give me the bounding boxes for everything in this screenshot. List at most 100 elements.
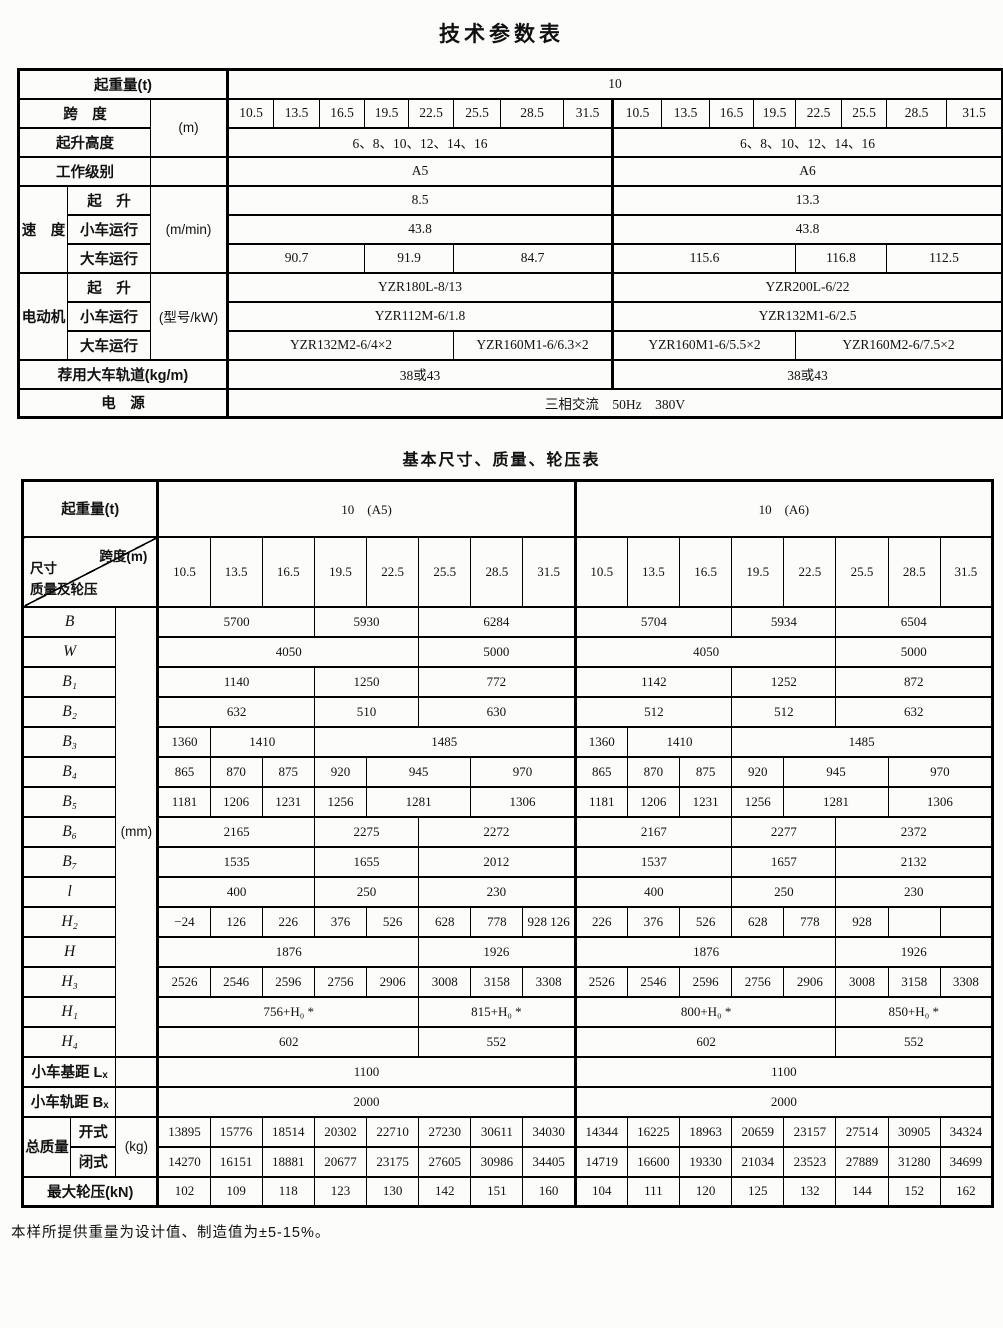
row-label: 总质量 xyxy=(21,1115,72,1178)
data-cell: 5000 xyxy=(835,635,993,668)
data-cell: 1306 xyxy=(470,785,576,818)
data-cell: 756+H₀ * xyxy=(156,995,420,1028)
data-cell: 870 xyxy=(209,755,263,788)
data-cell: 144 xyxy=(835,1175,889,1208)
row-label: 起重量(t) xyxy=(18,68,228,100)
data-cell: 132 xyxy=(783,1175,837,1208)
data-cell: 1181 xyxy=(573,785,628,818)
data-cell: 1485 xyxy=(731,725,993,758)
table-row: B₃ 1360 1410 1485 1360 1410 1485 xyxy=(21,725,993,758)
data-cell: 27889 xyxy=(835,1145,889,1178)
data-cell: 865 xyxy=(156,755,211,788)
data-cell: 91.9 xyxy=(364,242,454,274)
row-label: l xyxy=(21,875,117,908)
span-header-cell: 22.5 xyxy=(366,535,420,608)
data-cell: 2906 xyxy=(366,965,420,998)
data-cell: 1256 xyxy=(313,785,368,818)
data-cell: 28.5 xyxy=(886,97,947,129)
data-cell: 1256 xyxy=(731,785,785,818)
data-cell: 230 xyxy=(418,875,576,908)
data-cell: 31.5 xyxy=(563,97,613,129)
data-cell: 23157 xyxy=(783,1115,837,1148)
data-cell: 38或43 xyxy=(611,358,1003,390)
data-cell: 632 xyxy=(835,695,993,728)
data-cell: 18514 xyxy=(261,1115,315,1148)
table-row: H 1876 1926 1876 1926 xyxy=(21,935,993,968)
row-label: W xyxy=(21,635,117,668)
data-cell: 376 xyxy=(313,905,368,938)
span-header-cell: 19.5 xyxy=(731,535,785,608)
data-cell: 130 xyxy=(366,1175,420,1208)
data-cell: 628 xyxy=(731,905,785,938)
span-header-row: 跨度(m) 尺寸 质量及轮压 10.5 13.5 16.5 19.5 22.5 … xyxy=(21,535,994,608)
data-cell: A6 xyxy=(611,155,1003,187)
data-cell: 104 xyxy=(573,1175,628,1208)
page-title: 技术参数表 xyxy=(439,23,564,46)
row-label: B₇ xyxy=(21,845,117,878)
data-cell: 19.5 xyxy=(364,97,409,129)
table-row: W 4050 5000 4050 5000 xyxy=(21,635,993,668)
data-cell: 875 xyxy=(261,755,315,788)
data-cell: 928 126 xyxy=(522,905,576,938)
data-cell: 1485 xyxy=(313,725,576,758)
data-cell: 8.5 xyxy=(226,184,613,216)
data-cell: 1410 xyxy=(626,725,733,758)
data-cell: 552 xyxy=(835,1025,993,1058)
data-cell: 160 xyxy=(522,1175,576,1208)
data-cell: 526 xyxy=(366,905,420,938)
data-cell: 23175 xyxy=(366,1145,420,1178)
data-cell: 226 xyxy=(573,905,628,938)
data-cell: 27605 xyxy=(418,1145,472,1178)
data-cell: 2596 xyxy=(261,965,315,998)
data-cell: 778 xyxy=(470,905,524,938)
data-cell: 2277 xyxy=(731,815,837,848)
row-label: 起升高度 xyxy=(18,126,151,158)
data-cell: 43.8 xyxy=(226,213,613,245)
row-label: H₄ xyxy=(21,1025,117,1058)
group-a5-header: 10 (A5) xyxy=(156,479,576,538)
data-cell: 6、8、10、12、14、16 xyxy=(226,126,613,158)
data-cell: 5704 xyxy=(573,605,733,638)
data-cell: 13895 xyxy=(156,1115,211,1148)
data-cell: 250 xyxy=(313,875,420,908)
diagonal-top-label: 跨度(m) xyxy=(99,548,148,564)
unit-label: (m/min) xyxy=(150,184,228,274)
row-label: 电动机 xyxy=(18,271,68,361)
data-cell: 1142 xyxy=(573,665,733,698)
data-cell: 38或43 xyxy=(226,358,613,390)
data-cell: 1537 xyxy=(573,845,733,878)
table-row: H₁ 756+H₀ * 815+H₀ * 800+H₀ * 850+H₀ * xyxy=(21,995,993,1028)
data-cell: 602 xyxy=(573,1025,837,1058)
unit-label: (m) xyxy=(150,97,228,158)
data-cell: 630 xyxy=(418,695,576,728)
data-cell: 31280 xyxy=(887,1145,941,1178)
data-cell: 872 xyxy=(835,665,993,698)
row-label: H xyxy=(21,935,117,968)
data-cell: 111 xyxy=(626,1175,681,1208)
span-header-cell: 28.5 xyxy=(887,535,941,608)
data-cell: 970 xyxy=(887,755,994,788)
data-cell: 13.5 xyxy=(273,97,320,129)
footnote: 本样所提供重量为设计值、制造值为±5-15%。 xyxy=(11,1225,331,1241)
row-label: B₁ xyxy=(21,665,117,698)
span-header-cell: 22.5 xyxy=(783,535,837,608)
data-cell: 三相交流 50Hz 380V xyxy=(226,387,1003,419)
data-cell: 14719 xyxy=(573,1145,628,1178)
data-cell: 14344 xyxy=(573,1115,628,1148)
data-cell: 526 xyxy=(678,905,733,938)
data-cell: 778 xyxy=(783,905,837,938)
data-cell: 3158 xyxy=(887,965,941,998)
data-cell: 34030 xyxy=(522,1115,576,1148)
row-label: 工作级别 xyxy=(18,155,151,187)
data-cell: 109 xyxy=(209,1175,263,1208)
table-row: 速 度起 升 (m/min) 8.5 13.3 xyxy=(18,184,1003,274)
data-cell: 22.5 xyxy=(795,97,842,129)
data-cell: 510 xyxy=(313,695,420,728)
data-cell: 230 xyxy=(835,875,993,908)
data-cell: YZR200L-6/22 xyxy=(611,271,1003,303)
data-cell: 5000 xyxy=(418,635,576,668)
data-cell: 19.5 xyxy=(753,97,796,129)
table-row: 闭式 14270 16151 18881 20677 23175 27605 30986 344… xyxy=(23,1145,994,1178)
data-cell: 1206 xyxy=(626,785,681,818)
data-cell: 1250 xyxy=(313,665,420,698)
